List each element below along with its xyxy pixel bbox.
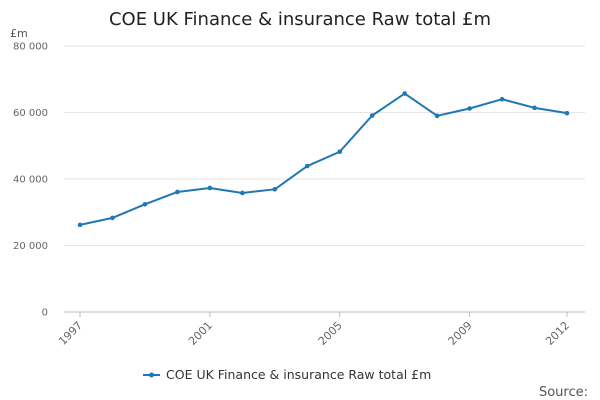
data-point[interactable] xyxy=(110,215,115,221)
data-point[interactable] xyxy=(532,105,537,111)
x-tick-label: 2005 xyxy=(316,319,345,348)
data-point[interactable] xyxy=(499,96,505,102)
gridlines xyxy=(64,45,585,246)
legend-swatch-marker xyxy=(149,372,154,378)
y-tick-label: 80 000 xyxy=(13,42,48,53)
data-point[interactable] xyxy=(467,106,472,111)
data-point[interactable] xyxy=(240,190,245,196)
y-tick-label: 60 000 xyxy=(13,108,48,119)
y-axis-ticks: 0 20 000 40 000 60 000 80 000 xyxy=(13,42,48,319)
y-tick-label: 40 000 xyxy=(13,175,48,186)
chart-title: COE UK Finance & insurance Raw total £m xyxy=(109,9,491,30)
x-tick-label: 2012 xyxy=(543,319,572,348)
data-point[interactable] xyxy=(77,222,83,228)
y-tick-label: 20 000 xyxy=(13,241,48,252)
source-label: Source: xyxy=(539,385,588,400)
data-point[interactable] xyxy=(272,187,278,192)
x-axis-ticks: 1997 2001 2005 2009 2012 xyxy=(56,312,572,348)
data-point[interactable] xyxy=(175,189,180,195)
series-layer xyxy=(77,91,570,228)
legend[interactable]: COE UK Finance & insurance Raw total £m xyxy=(143,367,431,382)
x-tick-label: 2001 xyxy=(186,319,215,348)
y-tick-label: 0 xyxy=(42,308,48,319)
x-tick-label: 2009 xyxy=(446,319,475,348)
series-line xyxy=(79,92,568,226)
data-point[interactable] xyxy=(402,91,407,96)
data-point[interactable] xyxy=(369,113,375,118)
data-point[interactable] xyxy=(207,185,213,191)
data-point[interactable] xyxy=(337,149,343,155)
data-point[interactable] xyxy=(142,201,148,207)
data-point[interactable] xyxy=(304,163,310,169)
x-tick-label: 1997 xyxy=(56,319,85,348)
data-point[interactable] xyxy=(564,110,570,116)
y-axis-unit-label: £m xyxy=(10,27,28,40)
legend-label: COE UK Finance & insurance Raw total £m xyxy=(166,367,431,382)
data-point[interactable] xyxy=(434,113,440,119)
